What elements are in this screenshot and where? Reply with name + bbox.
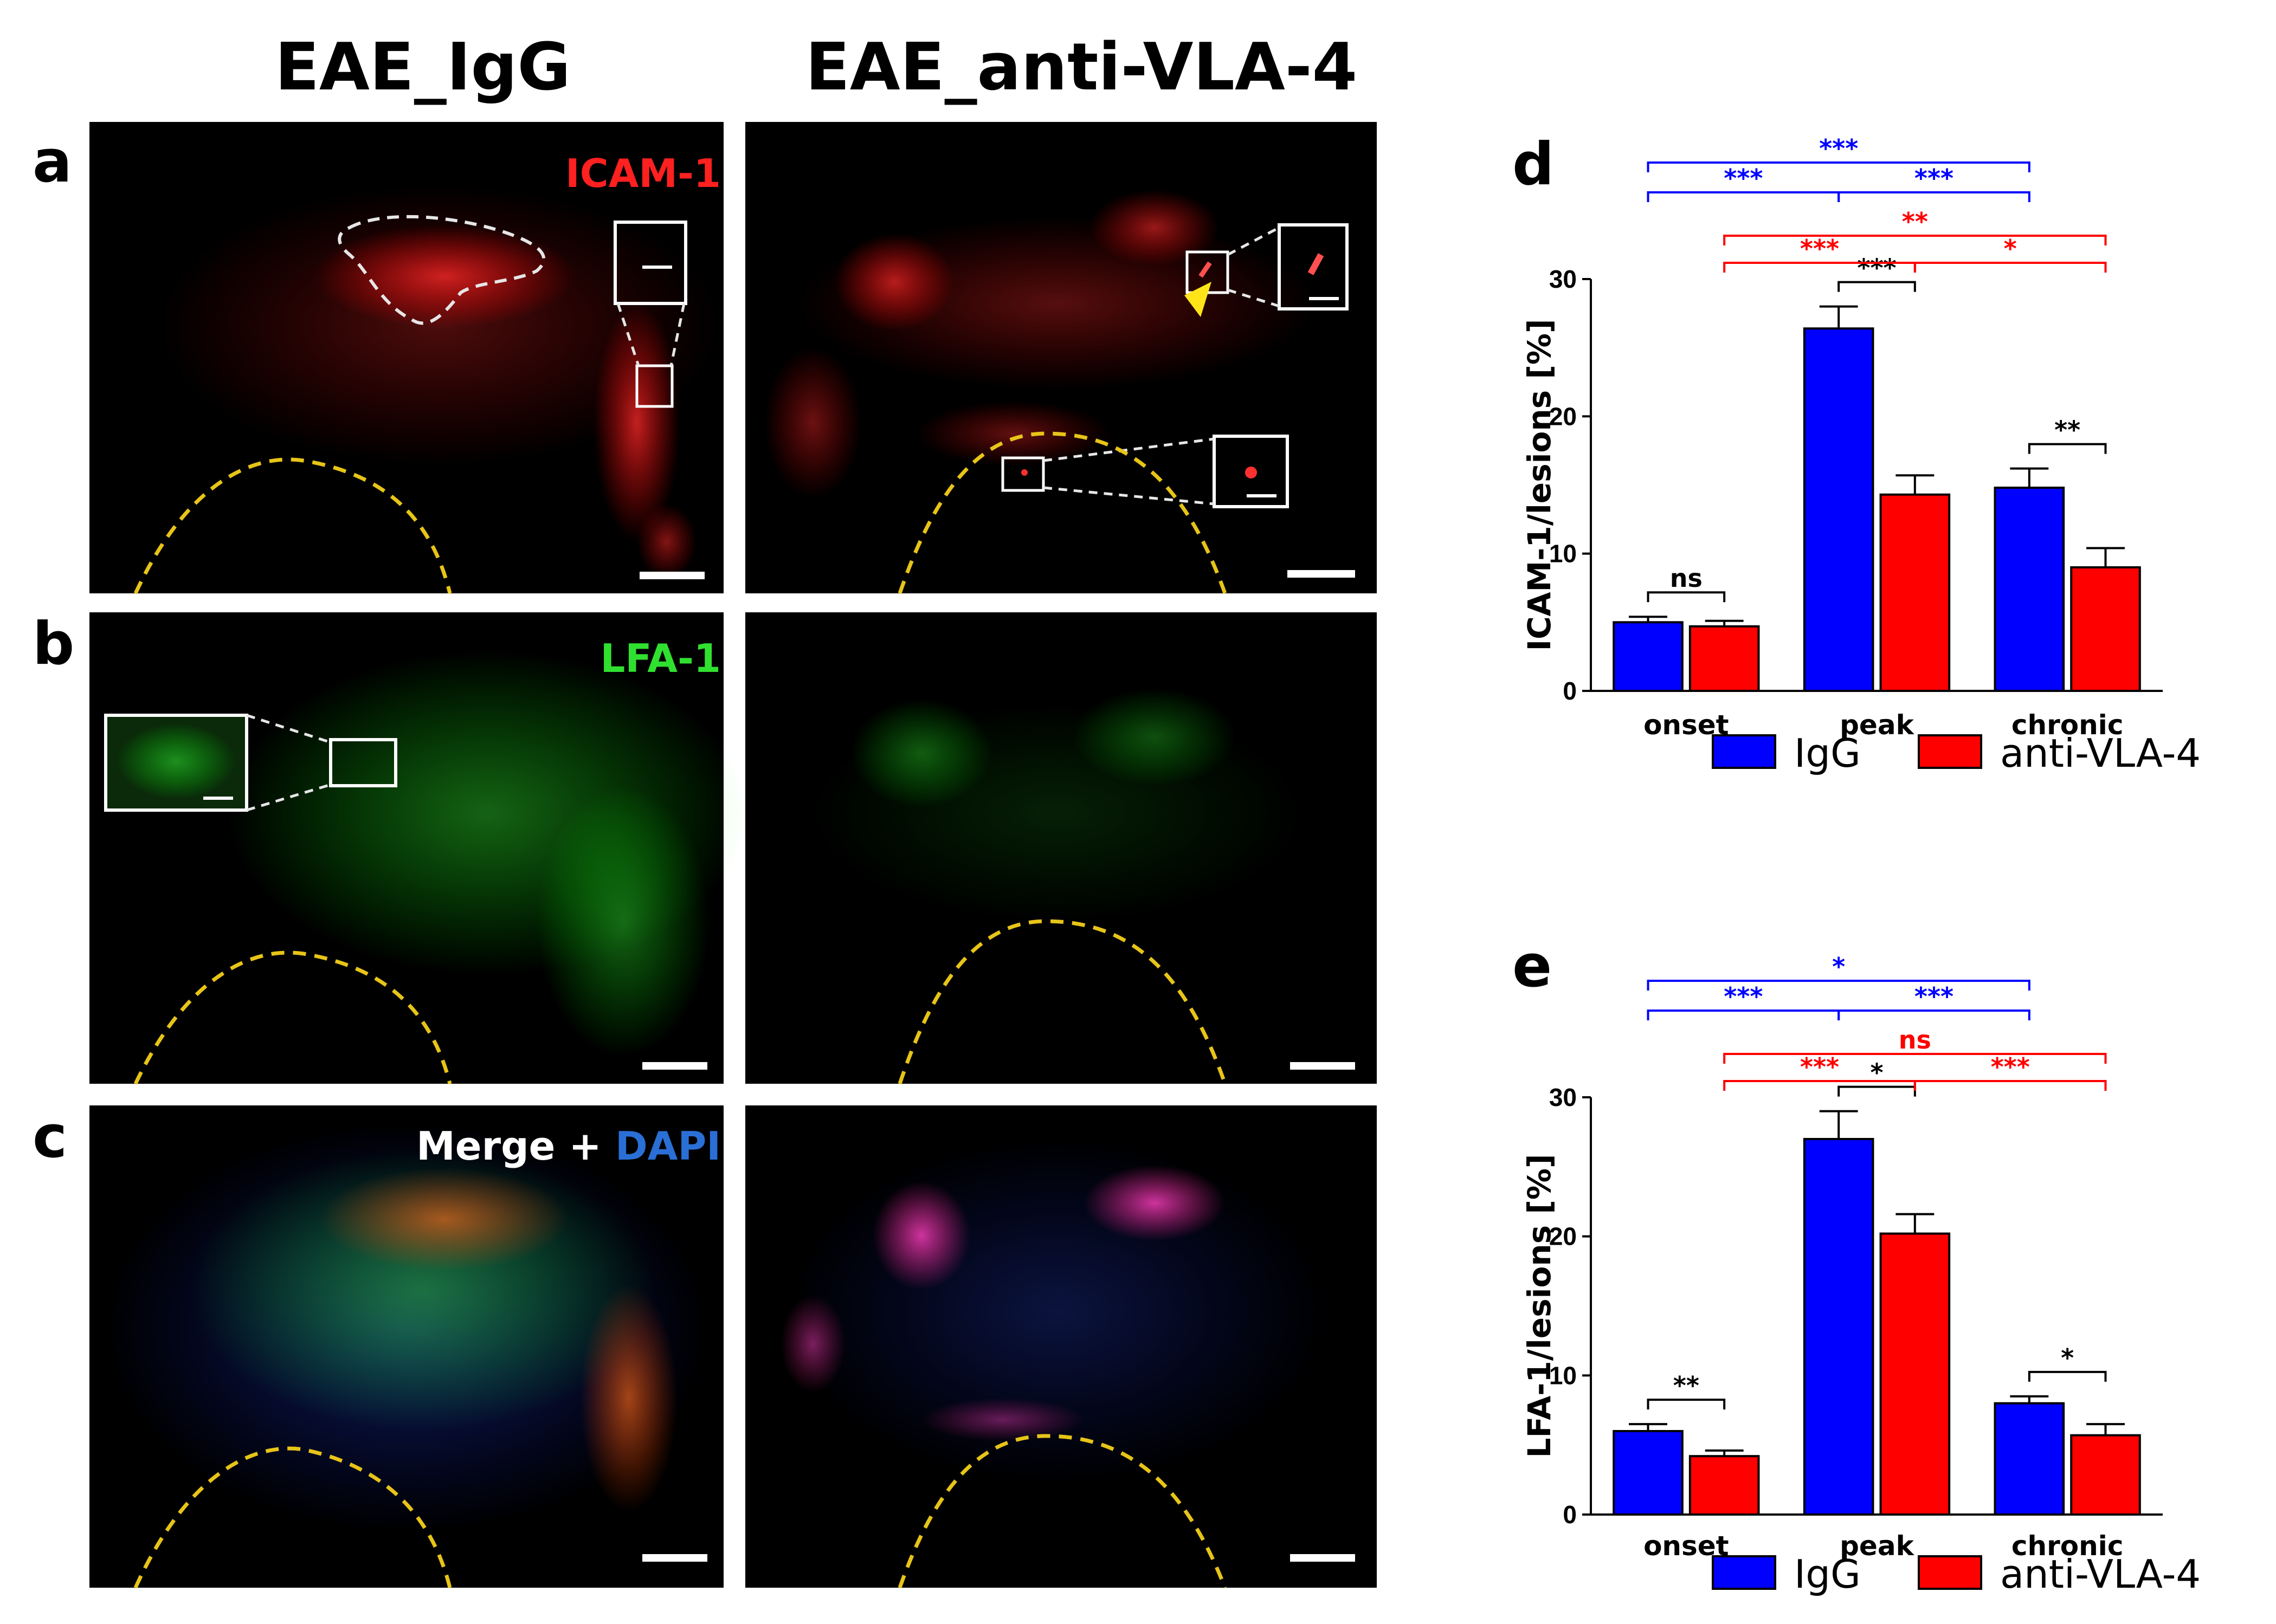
significance-bracket — [1913, 1080, 2107, 1091]
bar-chronic-igg — [1994, 487, 2065, 692]
significance-label: ns — [1670, 564, 1703, 593]
svg-text:Merge + DAPI: Merge + DAPI — [416, 1123, 721, 1169]
significance-bracket — [1723, 1053, 2107, 1064]
category-label-chronic: chronic — [2011, 1530, 2124, 1562]
category-label-chronic: chronic — [2011, 709, 2124, 741]
y-tick-label: 10 — [1549, 1361, 1577, 1389]
legend-label-anti-vla-4: anti-VLA-4 — [2000, 730, 2201, 776]
channel-label-lfa1: LFA-1 — [600, 636, 721, 681]
significance-bracket — [2028, 443, 2107, 454]
bar-peak-igg — [1803, 1138, 1874, 1516]
bar-onset-igg — [1613, 621, 1684, 693]
significance-label: ** — [2054, 416, 2080, 445]
significance-bracket — [1913, 262, 2107, 273]
channel-label-dapi: DAPI — [615, 1123, 721, 1169]
bar-onset-igg — [1613, 1430, 1684, 1516]
significance-label: * — [2004, 234, 2017, 263]
panel-label-d: d — [1512, 131, 1554, 198]
y-axis-label: LFA-1/lesions [%] — [1521, 1154, 1558, 1458]
significance-bracket — [1647, 191, 1840, 202]
legend-swatch-anti-vla-4 — [1918, 1555, 1982, 1590]
significance-label: *** — [1800, 1052, 1839, 1082]
y-tick-label: 30 — [1549, 1083, 1577, 1111]
significance-bracket — [1647, 591, 1726, 603]
significance-label: ns — [1899, 1025, 1931, 1054]
significance-bracket — [2028, 1370, 2107, 1382]
micrograph-a-anti-vla4 — [745, 122, 1377, 594]
y-tick-label: 0 — [1563, 677, 1577, 705]
panel-label-c: c — [33, 1103, 67, 1171]
bar-onset-anti-vla-4 — [1688, 625, 1760, 693]
channel-label-merge: Merge + — [416, 1123, 615, 1169]
category-label-peak: peak — [1840, 709, 1914, 741]
bar-chronic-anti-vla-4 — [2070, 1434, 2141, 1516]
col-title-anti-vla4: EAE_anti-VLA-4 — [805, 30, 1357, 105]
panel-label-e: e — [1512, 933, 1552, 1000]
panel-label-a: a — [33, 128, 72, 196]
legend-label-igg: IgG — [1794, 730, 1861, 776]
significance-label: ** — [1902, 207, 1928, 236]
micrograph-c-igg — [89, 1105, 724, 1589]
legend-label-anti-vla-4: anti-VLA-4 — [2000, 1551, 2201, 1597]
y-axis-label: ICAM-1/lesions [%] — [1521, 319, 1558, 651]
bar-peak-anti-vla-4 — [1879, 493, 1951, 692]
bar-onset-anti-vla-4 — [1688, 1455, 1760, 1516]
micrograph-b-anti-vla4 — [745, 612, 1377, 1085]
bar-peak-anti-vla-4 — [1879, 1232, 1951, 1516]
bar-peak-igg — [1803, 327, 1874, 692]
significance-label: *** — [1857, 254, 1896, 283]
y-tick-label: 0 — [1563, 1500, 1577, 1529]
panel-label-b: b — [33, 610, 74, 678]
y-tick-label: 20 — [1549, 1222, 1577, 1251]
y-tick-label: 10 — [1549, 540, 1577, 568]
significance-bracket — [1647, 161, 2030, 172]
significance-label: *** — [1914, 164, 1953, 193]
significance-bracket — [1647, 1399, 1726, 1410]
category-label-peak: peak — [1840, 1530, 1914, 1562]
micrograph-c-anti-vla4 — [745, 1105, 1377, 1589]
channel-label-icam1: ICAM-1 — [565, 151, 721, 196]
significance-label: * — [1832, 952, 1845, 981]
legend-swatch-anti-vla-4 — [1918, 734, 1982, 769]
significance-bracket — [1837, 191, 2030, 202]
significance-bracket — [1837, 1010, 2030, 1020]
significance-bracket — [1647, 980, 2030, 991]
significance-bracket — [1723, 235, 2107, 245]
legend-swatch-igg — [1712, 734, 1776, 769]
significance-bracket — [1837, 1085, 1916, 1097]
y-tick-label: 20 — [1549, 402, 1577, 430]
significance-label: *** — [1991, 1052, 2030, 1082]
significance-label: *** — [1914, 982, 1953, 1011]
significance-label: * — [2061, 1343, 2074, 1373]
significance-label: *** — [1819, 134, 1858, 163]
micrograph-b-igg — [89, 612, 748, 1085]
significance-bracket — [1837, 281, 1916, 292]
significance-label: ** — [1673, 1371, 1699, 1400]
micrograph-a-igg — [89, 122, 724, 594]
significance-label: *** — [1724, 164, 1763, 193]
significance-label: * — [1870, 1058, 1883, 1088]
col-title-igg: EAE_IgG — [275, 30, 571, 105]
bar-chronic-igg — [1994, 1402, 2065, 1516]
legend-swatch-igg — [1712, 1555, 1776, 1590]
legend-label-igg: IgG — [1794, 1551, 1861, 1597]
bar-chronic-anti-vla-4 — [2070, 566, 2141, 692]
channel-label-merge-dapi: Merge + DAPI — [416, 1123, 721, 1169]
significance-label: *** — [1724, 982, 1763, 1011]
y-tick-label: 30 — [1549, 265, 1577, 293]
significance-label: *** — [1800, 234, 1839, 263]
significance-bracket — [1647, 1010, 1840, 1020]
